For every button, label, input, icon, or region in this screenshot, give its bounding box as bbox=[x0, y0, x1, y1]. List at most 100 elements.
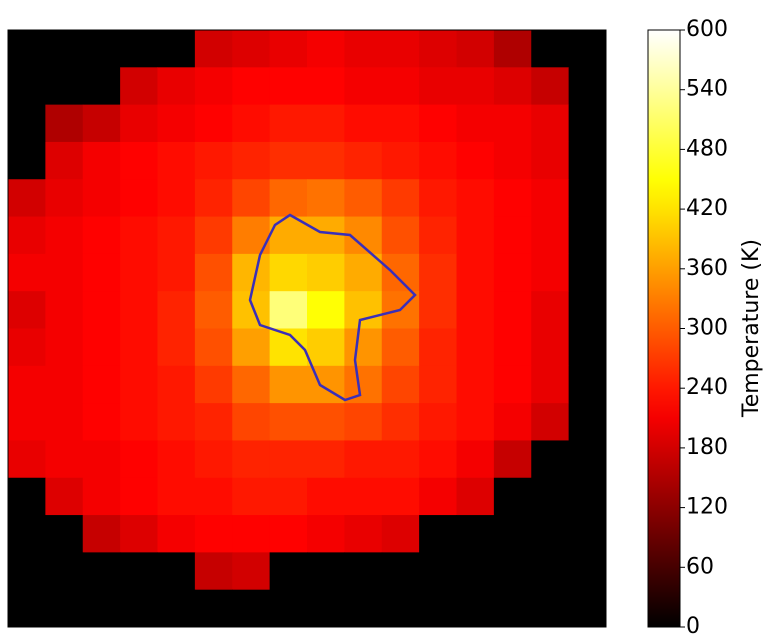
heat-cell bbox=[419, 589, 457, 628]
heat-cell bbox=[8, 477, 46, 516]
heat-cell bbox=[381, 589, 420, 628]
heat-cell bbox=[381, 67, 420, 106]
heat-cell bbox=[8, 67, 46, 106]
heat-cell bbox=[269, 253, 308, 292]
heat-cell bbox=[232, 67, 271, 106]
heat-cell bbox=[419, 179, 457, 218]
heat-cell bbox=[493, 179, 532, 218]
heat-cell bbox=[456, 552, 495, 591]
heat-cell bbox=[531, 328, 570, 367]
heat-cell bbox=[82, 253, 121, 292]
heat-cell bbox=[568, 67, 607, 106]
heat-cell bbox=[269, 179, 308, 218]
heat-cell bbox=[269, 291, 308, 329]
heat-cell bbox=[82, 589, 121, 628]
heat-cell bbox=[307, 440, 345, 479]
heat-cell bbox=[45, 179, 84, 218]
heat-cell bbox=[82, 477, 121, 516]
heat-cell bbox=[307, 67, 345, 106]
heat-cell bbox=[456, 216, 495, 255]
heat-cell bbox=[232, 179, 271, 218]
heat-cell bbox=[157, 104, 196, 143]
heat-cell bbox=[344, 104, 383, 143]
heat-cell bbox=[8, 253, 46, 292]
heat-cell bbox=[120, 30, 158, 68]
heat-cell bbox=[531, 104, 570, 143]
heat-cell bbox=[8, 104, 46, 143]
heat-cell bbox=[381, 477, 420, 516]
heat-cell bbox=[45, 515, 84, 553]
heat-cell bbox=[531, 403, 570, 441]
heat-cell bbox=[120, 477, 158, 516]
heat-cell bbox=[157, 552, 196, 591]
heat-cell bbox=[194, 440, 233, 479]
heat-cell bbox=[120, 253, 158, 292]
plot-frame bbox=[7, 29, 607, 628]
heat-cell bbox=[456, 291, 495, 329]
heat-cell bbox=[307, 104, 345, 143]
heat-cell bbox=[568, 515, 607, 553]
heat-cell bbox=[307, 328, 345, 367]
heat-cell bbox=[45, 440, 84, 479]
heat-cell bbox=[307, 589, 345, 628]
heat-cell bbox=[45, 328, 84, 367]
heat-cell bbox=[493, 30, 532, 68]
heat-cell bbox=[493, 216, 532, 255]
heat-cell bbox=[568, 30, 607, 68]
colorbar-tick-label: 60 bbox=[686, 554, 714, 579]
heat-cell bbox=[344, 328, 383, 367]
heat-cell bbox=[531, 141, 570, 180]
heat-cell bbox=[157, 179, 196, 218]
heat-cell bbox=[493, 552, 532, 591]
heat-cell bbox=[232, 552, 271, 591]
heat-cell bbox=[493, 589, 532, 628]
heat-cell bbox=[381, 104, 420, 143]
heat-cell bbox=[45, 589, 84, 628]
heat-cell bbox=[456, 104, 495, 143]
heat-cell bbox=[157, 30, 196, 68]
heat-cell bbox=[45, 552, 84, 591]
heat-cell bbox=[568, 403, 607, 441]
heat-cell bbox=[493, 67, 532, 106]
heat-cell bbox=[344, 440, 383, 479]
heat-cell bbox=[120, 67, 158, 106]
heat-cell bbox=[419, 365, 457, 404]
heat-cell bbox=[493, 328, 532, 367]
heat-cell bbox=[531, 515, 570, 553]
heat-cell bbox=[493, 253, 532, 292]
colorbar-label: Temperature (K) bbox=[739, 239, 764, 418]
heat-cell bbox=[157, 515, 196, 553]
heat-cell bbox=[456, 30, 495, 68]
heat-cell bbox=[194, 141, 233, 180]
heatmap bbox=[8, 30, 607, 628]
heat-cell bbox=[232, 253, 271, 292]
heat-cell bbox=[194, 67, 233, 106]
heat-cell bbox=[232, 515, 271, 553]
heat-cell bbox=[381, 552, 420, 591]
heat-cell bbox=[419, 328, 457, 367]
heat-cell bbox=[568, 216, 607, 255]
heat-cell bbox=[157, 141, 196, 180]
heat-cell bbox=[8, 30, 46, 68]
heat-cell bbox=[82, 179, 121, 218]
heat-cell bbox=[120, 216, 158, 255]
heat-cell bbox=[456, 515, 495, 553]
heat-cell bbox=[269, 365, 308, 404]
heat-cell bbox=[157, 67, 196, 106]
heat-cell bbox=[157, 253, 196, 292]
heat-cell bbox=[344, 141, 383, 180]
heat-cell bbox=[531, 216, 570, 255]
heat-cell bbox=[269, 477, 308, 516]
heat-cell bbox=[493, 515, 532, 553]
colorbar-tick-label: 0 bbox=[686, 614, 700, 639]
heat-cell bbox=[8, 328, 46, 367]
heat-cell bbox=[531, 67, 570, 106]
heat-cell bbox=[45, 365, 84, 404]
heat-cell bbox=[82, 216, 121, 255]
heat-cell bbox=[82, 104, 121, 143]
heat-cell bbox=[8, 589, 46, 628]
heat-cell bbox=[232, 477, 271, 516]
heat-cell bbox=[381, 440, 420, 479]
heat-cell bbox=[419, 552, 457, 591]
heat-cell bbox=[82, 403, 121, 441]
